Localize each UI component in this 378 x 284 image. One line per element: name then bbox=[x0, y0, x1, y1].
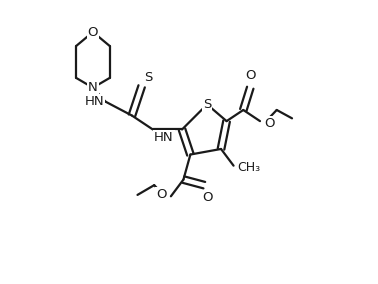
Text: S: S bbox=[203, 98, 211, 111]
Text: O: O bbox=[202, 191, 212, 204]
Text: O: O bbox=[88, 26, 98, 39]
Text: O: O bbox=[156, 187, 167, 201]
Text: S: S bbox=[144, 70, 153, 83]
Text: O: O bbox=[264, 117, 275, 130]
Text: HN: HN bbox=[84, 95, 104, 108]
Text: O: O bbox=[245, 68, 256, 82]
Text: N: N bbox=[88, 81, 98, 94]
Text: CH₃: CH₃ bbox=[238, 160, 261, 174]
Text: HN: HN bbox=[154, 131, 174, 144]
